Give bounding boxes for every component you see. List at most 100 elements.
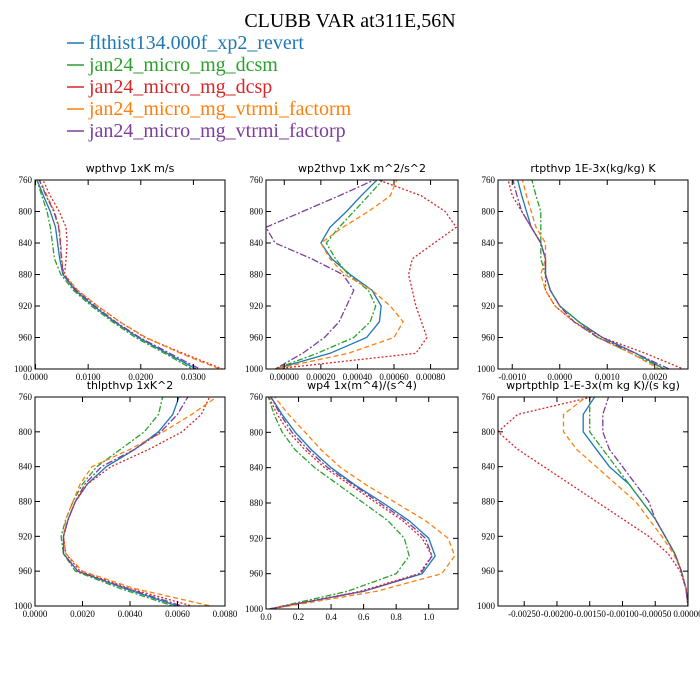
x-tick-label: 0.0060 <box>165 609 190 619</box>
x-tick-label: 0.0020 <box>70 609 95 619</box>
x-tick-label: -0.0010 <box>498 372 526 382</box>
x-tick-label: -0.00050 <box>639 609 672 619</box>
y-tick-label: 920 <box>19 301 33 311</box>
series-line <box>562 397 688 606</box>
y-tick-label: 840 <box>19 462 33 472</box>
series-line <box>498 397 688 606</box>
y-tick-label: 960 <box>482 333 496 343</box>
y-tick-label: 760 <box>482 392 496 402</box>
series-line <box>60 397 174 606</box>
x-tick-label: 0.8 <box>391 612 403 622</box>
legend-item: flthist134.000f_xp2_revert <box>67 32 304 54</box>
plot-frame <box>497 179 689 370</box>
y-tick-label: 760 <box>19 392 33 402</box>
x-tick-label: 0.0 <box>260 612 272 622</box>
y-tick-label: 880 <box>250 270 264 280</box>
y-tick-label: 1000 <box>477 601 496 611</box>
legend-label: jan24_micro_mg_vtrmi_factorm <box>88 98 352 120</box>
y-tick-label: 760 <box>482 175 496 185</box>
series-group <box>266 180 458 369</box>
y-tick-label: 800 <box>482 207 496 217</box>
panel: wprtpthlp 1-E-3x(m kg K)/(s kg) 760 800 840… <box>477 379 700 619</box>
legend-label: flthist134.000f_xp2_revert <box>89 32 304 54</box>
y-tick-label: 880 <box>250 498 264 508</box>
legend-label: jan24_micro_mg_vtrmi_factorp <box>88 120 346 142</box>
panel-title: wp4 1x(m^4)/(s^4) <box>307 379 417 392</box>
panel-title: wprtpthlp 1-E-3x(m kg K)/(s kg) <box>506 379 680 392</box>
series-line <box>42 180 223 369</box>
y-tick-label: 1000 <box>14 364 33 374</box>
y-tick-label: 920 <box>482 531 496 541</box>
y-tick-label: 800 <box>19 427 33 437</box>
y-tick-label: 1000 <box>245 364 264 374</box>
x-tick-label: 1.0 <box>423 612 435 622</box>
series-group <box>60 397 218 606</box>
y-tick-label: 840 <box>250 238 264 248</box>
legend-label: jan24_micro_mg_dcsm <box>88 54 278 76</box>
x-tick-label: -0.00200 <box>541 609 574 619</box>
legend-item: jan24_micro_mg_dcsp <box>67 76 272 98</box>
y-tick-label: 960 <box>19 333 33 343</box>
series-line <box>36 180 193 369</box>
y-tick-label: 960 <box>250 569 264 579</box>
series-line <box>589 397 688 606</box>
plot-frame <box>265 179 459 370</box>
x-tick-label: 0.00020 <box>306 372 336 382</box>
y-tick-label: 800 <box>250 207 264 217</box>
x-tick-label: 0.00040 <box>343 372 373 382</box>
series-line <box>582 397 688 606</box>
series-line <box>274 180 384 369</box>
x-tick-label: 0.00000 <box>270 372 300 382</box>
y-tick-label: 760 <box>250 175 264 185</box>
y-tick-label: 760 <box>250 392 264 402</box>
y-tick-label: 880 <box>482 270 496 280</box>
panel: rtpthvp 1E-3x(kg/kg) K 760 800 840 880 920 960… <box>477 162 689 382</box>
legend-item: jan24_micro_mg_dcsm <box>67 54 278 76</box>
y-tick-label: 960 <box>250 333 264 343</box>
series-line <box>266 180 376 369</box>
x-tick-label: 0.0040 <box>118 609 143 619</box>
series-line <box>269 397 436 609</box>
y-tick-label: 1000 <box>477 364 496 374</box>
y-tick-label: 1000 <box>14 601 33 611</box>
x-tick-label: -0.00150 <box>574 609 607 619</box>
y-tick-label: 960 <box>482 566 496 576</box>
series-line <box>274 180 382 369</box>
y-tick-label: 840 <box>482 462 496 472</box>
x-tick-label: 0.0100 <box>76 372 101 382</box>
panel-title: thlpthvp 1xK^2 <box>87 379 174 392</box>
y-tick-label: 840 <box>250 463 264 473</box>
y-tick-label: 880 <box>19 270 33 280</box>
panel: wp2thvp 1xK m^2/s^2 760 800 840 880 920 960 100… <box>245 162 459 382</box>
y-tick-label: 920 <box>19 531 33 541</box>
legend: flthist134.000f_xp2_revertjan24_micro_mg… <box>67 32 352 142</box>
x-tick-label: 0.0010 <box>595 372 620 382</box>
series-line <box>507 180 684 369</box>
panel: wp4 1x(m^4)/(s^4)76080084088092096010000… <box>245 379 459 622</box>
x-tick-label: 0.00060 <box>379 372 409 382</box>
x-tick-label: 0.0080 <box>213 609 238 619</box>
x-tick-label: 0.6 <box>358 612 370 622</box>
x-tick-label: 0.00080 <box>416 372 446 382</box>
series-line <box>62 397 189 606</box>
y-tick-label: 840 <box>19 238 33 248</box>
series-group <box>507 180 684 369</box>
series-group <box>36 180 223 369</box>
x-tick-label: -0.00250 <box>508 609 541 619</box>
series-line <box>269 397 433 609</box>
x-tick-label: 0.0000 <box>547 372 572 382</box>
x-tick-label: 0.2 <box>293 612 304 622</box>
series-line <box>39 180 220 369</box>
y-tick-label: 760 <box>19 175 33 185</box>
x-tick-label: 0.0000 <box>23 372 48 382</box>
legend-item: jan24_micro_mg_vtrmi_factorm <box>67 98 352 120</box>
panel: thlpthvp 1xK^276080084088092096010000.00… <box>14 379 238 619</box>
y-tick-label: 1000 <box>245 604 264 614</box>
x-tick-label: 0.4 <box>325 612 337 622</box>
x-tick-label: -0.00100 <box>606 609 639 619</box>
legend-label: jan24_micro_mg_dcsp <box>88 76 272 98</box>
panels: wpthvp 1xK m/s76080084088092096010000.00… <box>14 162 700 622</box>
y-tick-label: 880 <box>482 497 496 507</box>
series-line <box>521 180 660 369</box>
